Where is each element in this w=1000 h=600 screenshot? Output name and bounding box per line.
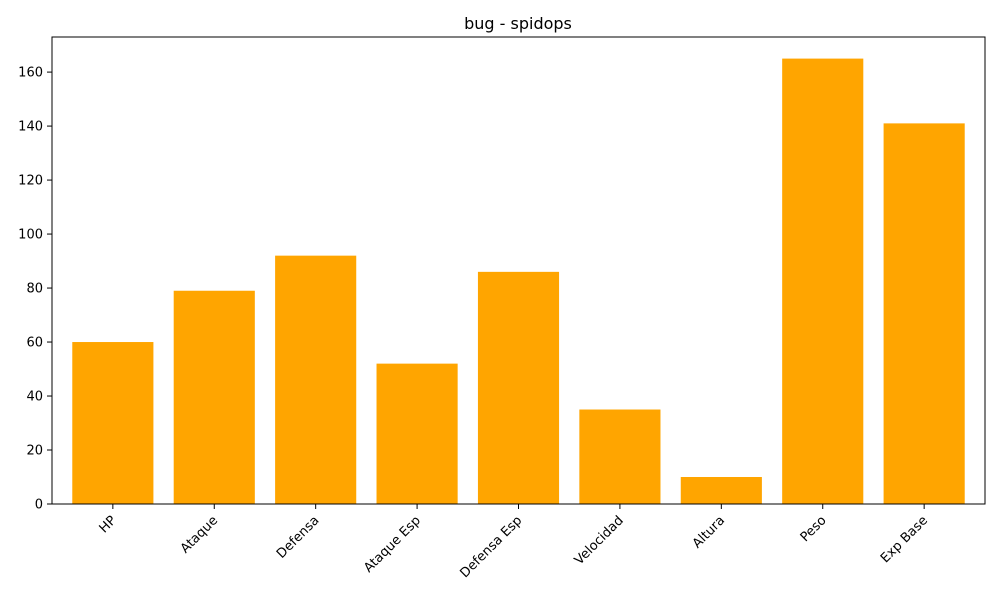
bar-velocidad xyxy=(579,409,661,504)
bar-altura xyxy=(680,477,762,504)
x-tick-label: Altura xyxy=(690,513,728,551)
bar-peso xyxy=(782,58,864,505)
bar-exp-base xyxy=(883,123,965,504)
y-tick-label: 100 xyxy=(18,228,43,243)
x-tick-label: Exp Base xyxy=(878,513,931,566)
bars-group xyxy=(72,58,965,505)
y-tick-label: 160 xyxy=(18,66,43,81)
x-tick-label: Defensa xyxy=(274,513,322,561)
x-tick-label: Ataque Esp xyxy=(361,513,424,576)
x-tick-label: Velocidad xyxy=(572,513,627,568)
x-tick-label: HP xyxy=(97,513,120,536)
y-tick-label: 80 xyxy=(26,282,43,297)
plot-frame xyxy=(51,36,986,505)
chart-title: bug - spidops xyxy=(464,14,572,33)
y-tick-label: 0 xyxy=(35,498,43,513)
y-tick-label: 20 xyxy=(26,444,43,459)
y-tick-label: 140 xyxy=(18,120,43,135)
y-tick-label: 60 xyxy=(26,336,43,351)
bar-ataque-esp xyxy=(376,363,458,504)
bar-ataque xyxy=(173,290,255,504)
x-tick-label: Defensa Esp xyxy=(457,513,525,581)
y-tick-label: 40 xyxy=(26,390,43,405)
x-axis: HP Ataque Defensa Ataque Esp Defensa Esp Velo… xyxy=(97,504,931,581)
y-tick-label: 120 xyxy=(18,174,43,189)
x-tick-label: Peso xyxy=(798,513,830,545)
bar-hp xyxy=(72,342,154,504)
bar-defensa xyxy=(275,255,357,504)
x-tick-label: Ataque xyxy=(178,513,221,556)
bar-defensa-esp xyxy=(477,271,560,504)
y-axis: 0 20 40 60 80 100 120 140 160 xyxy=(18,66,52,513)
